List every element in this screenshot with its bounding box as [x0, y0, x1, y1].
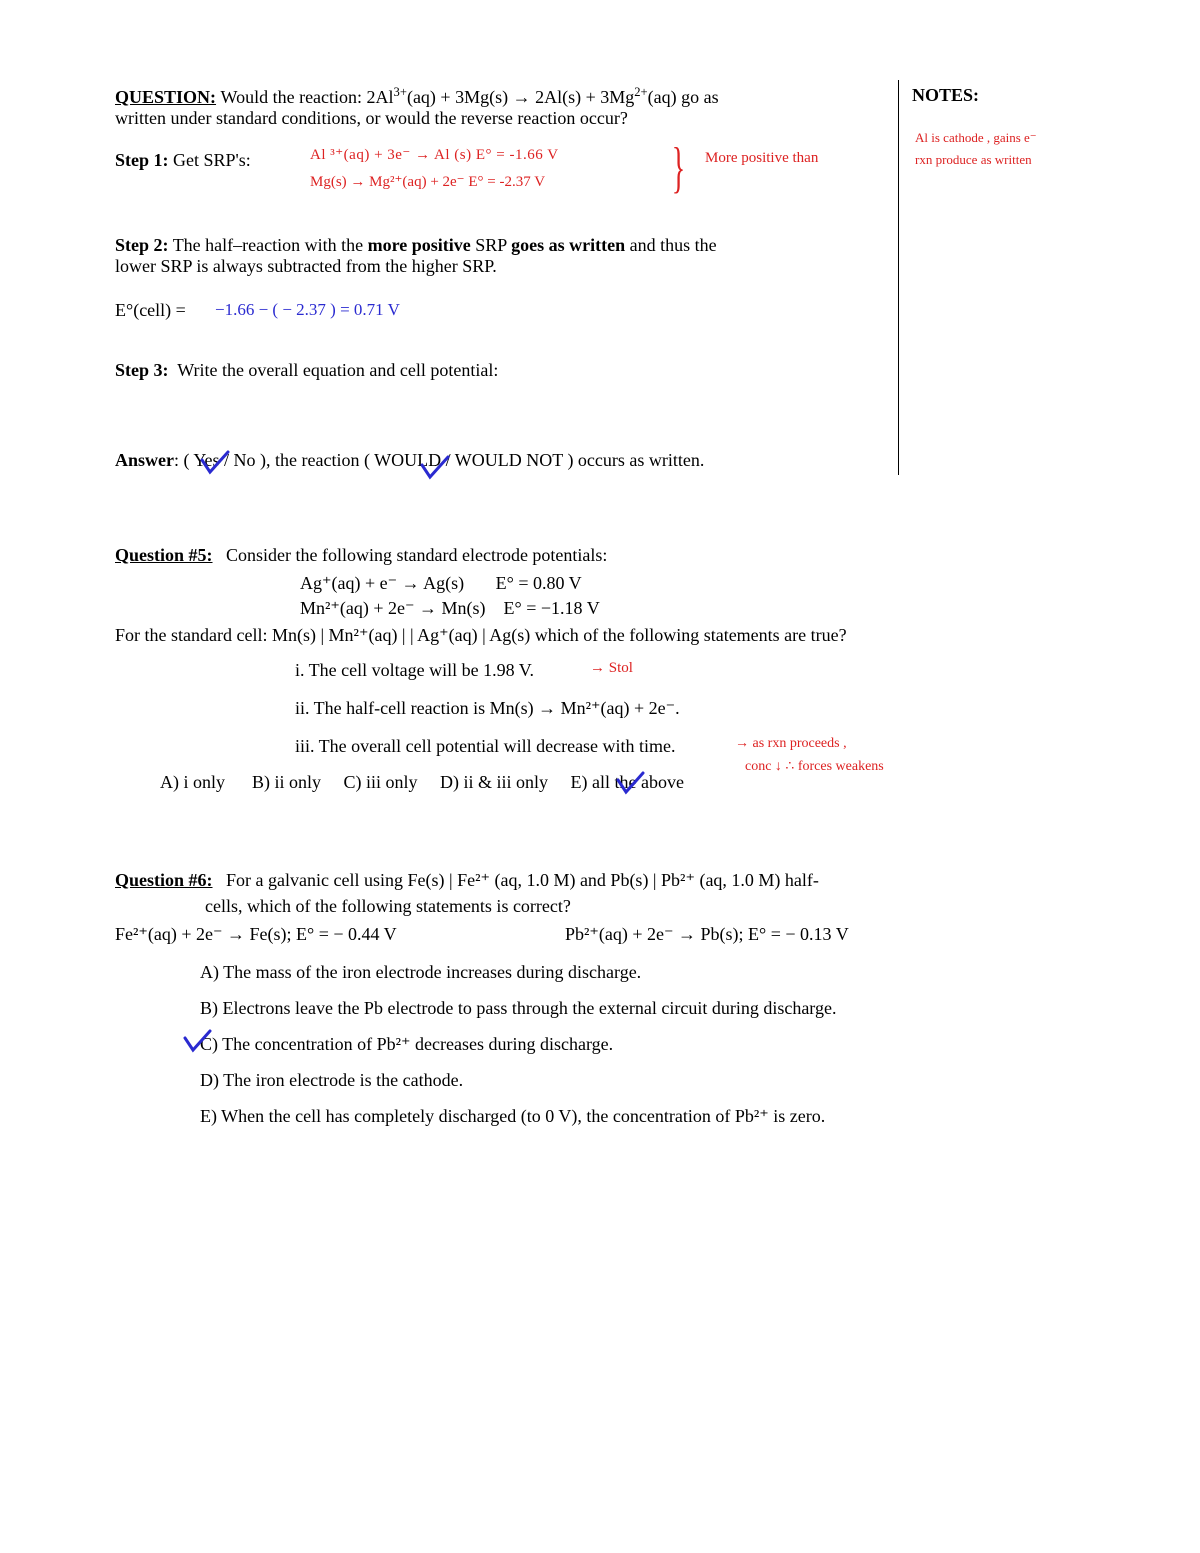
checkmark-icon	[418, 455, 458, 485]
step2-label: Step 2:	[115, 235, 169, 255]
side-note-1: Al is cathode , gains e⁻	[915, 130, 1037, 146]
q5-item-i: i. The cell voltage will be 1.98 V.	[295, 660, 534, 681]
q5-i-note: → Stol	[590, 660, 633, 677]
step1-label: Step 1:	[115, 150, 169, 170]
q5-eq2: Mn²⁺(aq) + 2e⁻ → Mn(s) E° = −1.18 V	[300, 598, 600, 619]
q5-options: A) i only B) ii only C) iii only D) ii &…	[160, 772, 684, 793]
q6-heading: Question #6:	[115, 870, 213, 890]
notes-heading: NOTES:	[912, 85, 979, 106]
q5-text: Consider the following standard electrod…	[226, 545, 607, 565]
step2-block: Step 2: The half–reaction with the more …	[115, 235, 895, 277]
page: QUESTION: Would the reaction: 2Al3+(aq) …	[0, 0, 1200, 1553]
question-heading: QUESTION:	[115, 87, 221, 107]
checkmark-icon	[182, 1030, 217, 1058]
q5-heading-row: Question #5: Consider the following stan…	[115, 545, 607, 566]
q6-optB: B) Electrons leave the Pb electrode to p…	[200, 998, 836, 1019]
step2-t1: The half–reaction with the	[173, 235, 368, 255]
q5-iii-note1: → as rxn proceeds ,	[735, 736, 847, 752]
q5-optB: B) ii only	[252, 772, 321, 792]
step2-t3: and thus the	[625, 235, 717, 255]
q5-optA: A) i only	[160, 772, 225, 792]
q6-eq1: Fe²⁺(aq) + 2e⁻ → Fe(s); E° = − 0.44 V	[115, 924, 397, 945]
step1-hw-note: More positive than	[705, 148, 825, 169]
question-text-b: (aq) + 3Mg(s) → 2Al(s) + 3Mg	[407, 87, 634, 107]
step3-row: Step 3: Write the overall equation and c…	[115, 360, 498, 381]
answer-label: Answer	[115, 450, 174, 470]
q6-optC: C) The concentration of Pb²⁺ decreases d…	[200, 1034, 613, 1055]
q5-eq1a: Ag⁺(aq) + e⁻ → Ag(s)	[300, 573, 464, 593]
checkmark-icon	[198, 450, 238, 480]
step3-text: Write the overall equation and cell pote…	[177, 360, 498, 380]
notes-divider	[898, 80, 899, 475]
q5-heading: Question #5:	[115, 545, 213, 565]
q6-eq2: Pb²⁺(aq) + 2e⁻ → Pb(s); E° = − 0.13 V	[565, 924, 849, 945]
q6-optE: E) When the cell has completely discharg…	[200, 1106, 825, 1127]
side-note-2: rxn produce as written	[915, 152, 1032, 168]
step2-t2: SRP	[471, 235, 511, 255]
step1-hw-line2: Mg(s) → Mg²⁺(aq) + 2e⁻ E° = -2.37 V	[310, 172, 545, 191]
q6-text2: cells, which of the following statements…	[205, 896, 571, 917]
bracket-icon: }	[672, 140, 685, 196]
q6-text1: For a galvanic cell using Fe(s) | Fe²⁺ (…	[226, 870, 819, 890]
q5-line3: For the standard cell: Mn(s) | Mn²⁺(aq) …	[115, 625, 1015, 646]
checkmark-icon	[615, 772, 650, 800]
question-line2: written under standard conditions, or wo…	[115, 108, 628, 128]
q5-eq2a: Mn²⁺(aq) + 2e⁻ → Mn(s)	[300, 598, 486, 618]
ecell-hw: −1.66 − ( − 2.37 ) = 0.71 V	[215, 300, 400, 320]
step2-line2: lower SRP is always subtracted from the …	[115, 256, 497, 276]
step1-text: Get SRP's:	[173, 150, 251, 170]
q5-iii-note2: conc ↓ ∴ forces weakens	[745, 758, 884, 775]
q6-optD: D) The iron electrode is the cathode.	[200, 1070, 463, 1091]
step3-label: Step 3:	[115, 360, 169, 380]
q6-optA: A) The mass of the iron electrode increa…	[200, 962, 641, 983]
q5-eq2b: E° = −1.18 V	[504, 598, 600, 618]
q5-eq1: Ag⁺(aq) + e⁻ → Ag(s) E° = 0.80 V	[300, 573, 582, 594]
step1-hw-line1: Al ³⁺(aq) + 3e⁻ → Al (s) E° = -1.66 V	[310, 145, 559, 164]
q5-eq1b: E° = 0.80 V	[496, 573, 582, 593]
q6-heading-row: Question #6: For a galvanic cell using F…	[115, 870, 995, 891]
step2-b2: goes as written	[511, 235, 625, 255]
q5-optC: C) iii only	[344, 772, 418, 792]
ecell-label: E°(cell) =	[115, 300, 186, 321]
question-text-c: (aq) go as	[648, 87, 719, 107]
q5-item-iii: iii. The overall cell potential will dec…	[295, 736, 676, 757]
q5-optD: D) ii & iii only	[440, 772, 548, 792]
question-block: QUESTION: Would the reaction: 2Al3+(aq) …	[115, 85, 885, 129]
step1-row: Step 1: Get SRP's:	[115, 150, 251, 171]
q5-item-ii: ii. The half-cell reaction is Mn(s) → Mn…	[295, 698, 680, 719]
step2-b1: more positive	[368, 235, 471, 255]
question-text-a: Would the reaction: 2Al	[221, 87, 394, 107]
